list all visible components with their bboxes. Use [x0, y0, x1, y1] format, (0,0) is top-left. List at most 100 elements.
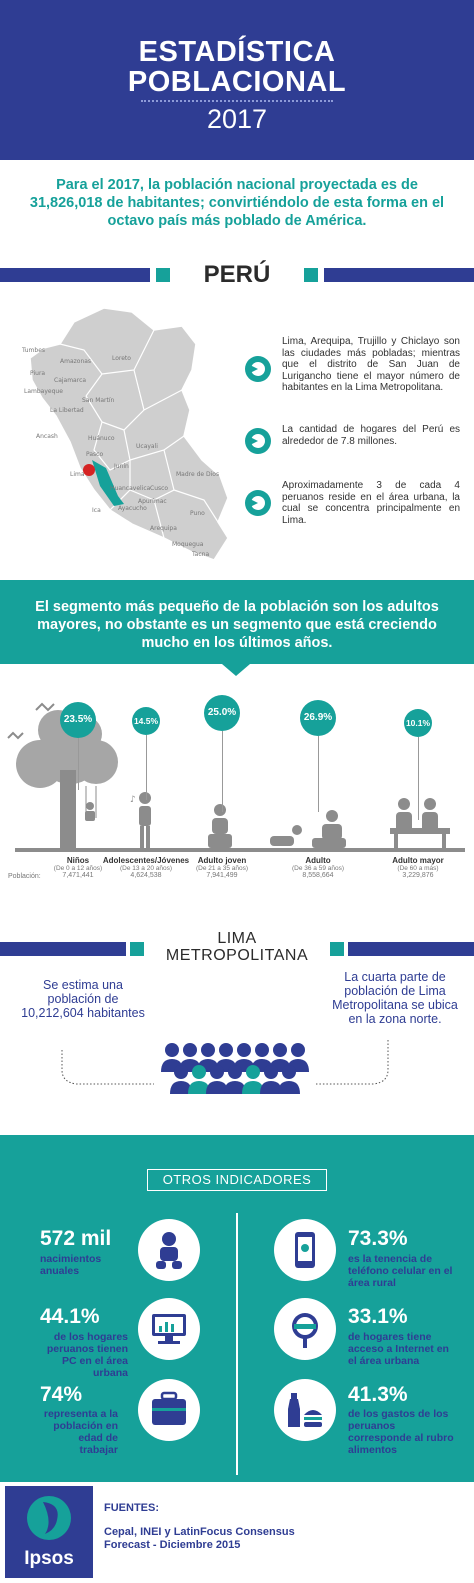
- lima-bar-left: [0, 942, 126, 956]
- bubble-cord: [222, 731, 223, 812]
- briefcase-icon: [138, 1379, 200, 1441]
- computer-icon: [138, 1298, 200, 1360]
- bubble-cord: [418, 737, 419, 820]
- age-group-name: Adolescentes/Jóvenes: [102, 856, 190, 865]
- map-label-amazonas: Amazonas: [60, 358, 91, 365]
- bubble-cord: [146, 735, 147, 800]
- age-pct-bubble: 23.5%: [60, 702, 96, 738]
- indicator-births-value: 572 mil: [40, 1227, 112, 1250]
- arrow-icon: [245, 428, 271, 454]
- peru-title: PERÚ: [203, 261, 271, 288]
- map-label-tacna: Tacna: [191, 551, 209, 558]
- title-line-2: POBLACIONAL: [127, 66, 347, 98]
- lima-title-2: METROPOLITANA: [165, 947, 309, 964]
- section-square-right: [304, 268, 318, 282]
- intro-text: Para el 2017, la población nacional proy…: [29, 177, 445, 229]
- age-group-population: 3,229,876: [402, 872, 434, 879]
- indicators-divider: [236, 1213, 238, 1475]
- lima-bar-right: [348, 942, 474, 956]
- fact-1-text: Lima, Arequipa, Trujillo y Chiclayo son …: [282, 336, 460, 393]
- age-group-population: 8,558,664: [302, 872, 334, 879]
- age-group-range: (De 0 a 12 años): [53, 865, 103, 872]
- food-icon: [274, 1379, 336, 1441]
- age-group-label: Adulto joven (De 21 a 35 años) 7,941,499: [172, 856, 272, 879]
- title-divider: [141, 100, 333, 102]
- map-label-ancash: Ancash: [36, 433, 58, 440]
- map-label-pasco: Pasco: [86, 451, 103, 458]
- lima-square-left: [130, 942, 144, 956]
- indicators-title: OTROS INDICADORES: [147, 1169, 327, 1191]
- map-label-moquegua: Moquegua: [172, 541, 204, 548]
- sources-label: FUENTES:: [104, 1502, 159, 1514]
- map-label-ayacucho: Ayacucho: [118, 505, 147, 512]
- peru-map: Tumbes Amazonas Loreto Piura Cajamarca L…: [21, 307, 229, 561]
- map-label-madre-de-dios: Madre de Dios: [176, 471, 219, 478]
- svg-text:♪: ♪: [130, 795, 136, 805]
- section-bar-right: [324, 268, 474, 282]
- arrow-icon: [245, 356, 271, 382]
- lima-title-1: LIMA: [217, 930, 257, 947]
- indicator-food-value: 41.3%: [348, 1383, 408, 1406]
- fact-1: Lima, Arequipa, Trujillo y Chiclayo son …: [245, 336, 460, 400]
- map-label-ucayali: Ucayali: [136, 443, 158, 450]
- segment-notch: [222, 664, 250, 676]
- age-group-population: 7,941,499: [206, 872, 238, 879]
- indicator-work-value: 74%: [40, 1383, 83, 1406]
- age-group-label: Adulto mayor (De 60 a más) 3,229,876: [368, 856, 468, 879]
- age-group-name: Niños: [66, 856, 90, 865]
- age-group-population: 4,624,538: [130, 872, 162, 879]
- logo-text: Ipsos: [24, 1548, 74, 1569]
- lima-right-text: La cuarta parte de población de Lima Met…: [332, 970, 458, 1026]
- indicator-births-text: nacimientos anuales: [40, 1253, 102, 1277]
- age-group-range: (De 13 a 20 años): [119, 865, 173, 872]
- age-pct-bubble: 26.9%: [300, 700, 336, 736]
- segment-band: El segmento más pequeño de la población …: [0, 580, 474, 664]
- sources-text: Cepal, INEI y LatinFocus Consensus Forec…: [104, 1526, 295, 1551]
- header-banner: ESTADÍSTICA POBLACIONAL 2017: [0, 0, 474, 160]
- map-label-lima: Lima: [70, 471, 85, 478]
- lima-left-text: Se estima una población de 10,212,604 ha…: [21, 978, 145, 1020]
- section-bar-left: [0, 268, 150, 282]
- age-group-label: Adulto (De 36 a 59 años) 8,558,664: [268, 856, 368, 879]
- map-label-tumbes: Tumbes: [21, 347, 45, 354]
- age-group-range: (De 36 a 59 años): [291, 865, 345, 872]
- ipsos-logo: Ipsos: [5, 1486, 93, 1578]
- map-label-cusco: Cusco: [150, 485, 168, 492]
- arrow-icon: [245, 490, 271, 516]
- age-group-label: Adolescentes/Jóvenes (De 13 a 20 años) 4,6…: [96, 856, 196, 879]
- age-group-name: Adulto joven: [197, 856, 247, 865]
- age-group-population: 7,471,441: [62, 872, 94, 879]
- indicator-work-text: representa a la población en edad de tra…: [43, 1408, 118, 1456]
- fact-2: La cantidad de hogares del Perú es alred…: [245, 424, 460, 460]
- age-pct-bubble: 25.0%: [204, 695, 240, 731]
- map-label-huancavelica: Huancavelica: [110, 485, 151, 492]
- indicator-internet-value: 33.1%: [348, 1305, 408, 1328]
- indicator-pc-value: 44.1%: [40, 1305, 100, 1328]
- indicator-internet-text: de hogares tiene acceso a Internet en el…: [348, 1331, 449, 1367]
- map-label-junin: Junín: [113, 463, 129, 470]
- age-group-label: Niños (De 0 a 12 años) 7,471,441: [28, 856, 128, 879]
- age-group-name: Adulto: [305, 856, 331, 865]
- map-label-arequipa: Arequipa: [150, 525, 177, 532]
- age-group-range: (De 60 a más): [397, 865, 439, 872]
- indicator-food-text: de los gastos de los peruanos correspond…: [348, 1408, 454, 1456]
- baby-icon: [138, 1219, 200, 1281]
- age-group-range: (De 21 a 35 años): [195, 865, 249, 872]
- map-label-san-martin: San Martín: [82, 397, 115, 404]
- map-label-ica: Ica: [92, 507, 101, 514]
- bubble-cord: [78, 738, 79, 790]
- map-label-puno: Puno: [190, 510, 205, 517]
- fact-3-text: Aproximadamente 3 de cada 4 peruanos res…: [282, 480, 460, 526]
- ground-line: [15, 848, 465, 852]
- map-label-lambayeque: Lambayeque: [24, 388, 63, 395]
- map-label-huanuco: Huánuco: [88, 435, 115, 442]
- age-pct-bubble: 14.5%: [132, 707, 160, 735]
- map-label-apurimac: Apurímac: [138, 498, 167, 505]
- lima-crowd: [61, 1040, 389, 1094]
- age-pct-bubble: 10.1%: [404, 709, 432, 737]
- title-line-1: ESTADÍSTICA: [138, 36, 336, 68]
- map-label-cajamarca: Cajamarca: [54, 377, 86, 384]
- section-square-left: [156, 268, 170, 282]
- segment-text: El segmento más pequeño de la población …: [35, 599, 439, 651]
